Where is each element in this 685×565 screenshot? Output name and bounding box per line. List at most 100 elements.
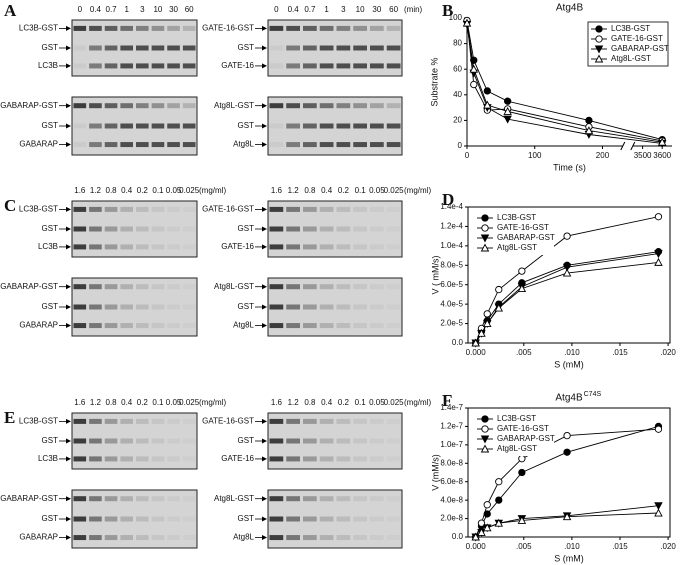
arrow-head xyxy=(66,103,71,109)
panel-letter: D xyxy=(442,190,454,209)
lane-label: 3 xyxy=(140,5,145,14)
band-label: GABARAP-GST xyxy=(0,282,58,291)
x-tick-label: .015 xyxy=(612,348,628,357)
gel-band xyxy=(183,305,196,310)
data-point xyxy=(471,532,480,541)
data-point xyxy=(482,523,492,532)
gel-band xyxy=(286,226,300,232)
data-point xyxy=(470,80,478,89)
gel-band xyxy=(120,516,133,522)
gel-band xyxy=(387,207,401,212)
panel-letter: F xyxy=(442,391,452,410)
gel-band xyxy=(151,456,165,462)
gel-band xyxy=(353,304,367,310)
x-tick-label: .020 xyxy=(660,348,676,357)
data-point xyxy=(654,213,663,221)
series-line xyxy=(475,505,659,538)
data-point xyxy=(563,232,571,240)
lane-unit: (mg/ml) xyxy=(199,186,226,195)
gel-band xyxy=(104,323,118,329)
gel-band xyxy=(336,284,351,290)
gel-band xyxy=(151,45,165,51)
data-point xyxy=(517,515,527,524)
gel-band xyxy=(303,438,317,444)
gel-band xyxy=(89,226,102,232)
gel-band xyxy=(151,418,165,424)
gel-band xyxy=(336,226,351,232)
gel-band xyxy=(370,438,384,444)
gel-band xyxy=(269,496,284,502)
gel-band xyxy=(370,323,384,329)
gel-band xyxy=(353,418,367,424)
x-tick-label: .010 xyxy=(564,348,580,357)
gel-band xyxy=(136,45,149,51)
arrow-head xyxy=(66,535,71,541)
gel-band xyxy=(136,226,149,232)
gel-band xyxy=(183,456,196,461)
gel-band xyxy=(386,25,401,31)
gel-band xyxy=(353,323,367,329)
gel-band xyxy=(286,45,300,51)
gel-band xyxy=(269,535,284,541)
gel-band xyxy=(286,103,300,109)
data-point xyxy=(503,115,512,124)
gel-band xyxy=(370,45,384,51)
gel-band xyxy=(136,142,149,148)
band-label: Atg8L-GST xyxy=(214,282,254,291)
gel-band xyxy=(183,207,196,212)
x-tick-label: 0.000 xyxy=(466,542,487,551)
gel-band xyxy=(353,284,367,290)
gel-band xyxy=(182,63,196,69)
data-point xyxy=(469,64,479,73)
gel-band xyxy=(286,123,300,129)
gel-band xyxy=(104,123,118,129)
gel-band xyxy=(336,304,351,310)
gel-band xyxy=(120,323,133,329)
gel-band xyxy=(353,244,367,250)
lane-label: 0.05 xyxy=(166,186,182,195)
lane-label: 1.2 xyxy=(288,398,300,407)
gel-band xyxy=(89,418,102,424)
gel-band xyxy=(73,63,87,69)
gel-band xyxy=(73,25,87,31)
gel-band xyxy=(89,284,102,290)
gel-band xyxy=(136,244,149,250)
gel-band xyxy=(89,304,102,310)
gel-band xyxy=(120,244,133,250)
lane-label: 0.025 xyxy=(384,398,405,407)
band-label: GABARAP-GST xyxy=(0,494,58,503)
lane-label: 0.1 xyxy=(152,398,164,407)
band-label: GATE-16 xyxy=(221,61,254,70)
lane-label: 1.6 xyxy=(74,186,86,195)
gel-band xyxy=(319,206,334,212)
band-label: GST xyxy=(42,121,59,130)
arrow-head xyxy=(66,123,71,129)
data-point xyxy=(654,508,663,517)
gel-band xyxy=(386,45,401,51)
y-tick-label: 1.2e-7 xyxy=(440,422,463,431)
gel-band xyxy=(303,456,317,462)
lane-unit: (mg/ml) xyxy=(199,398,226,407)
gel-band xyxy=(269,516,284,522)
band-label: LC3B-GST xyxy=(19,417,58,426)
gel-band xyxy=(370,244,384,250)
lane-unit: (mg/ml) xyxy=(404,398,431,407)
gel-band xyxy=(336,45,351,51)
gel-band xyxy=(269,244,284,250)
gel-band xyxy=(336,535,351,541)
gel-band xyxy=(151,123,165,129)
gel-band xyxy=(104,496,118,502)
gel-band xyxy=(353,142,367,148)
gel-band xyxy=(73,244,87,250)
data-point xyxy=(654,502,663,511)
gel-band xyxy=(319,438,334,444)
gel-band xyxy=(183,244,196,249)
gel-band xyxy=(286,142,300,148)
lane-label: 0.7 xyxy=(106,5,118,14)
lane-label: 30 xyxy=(169,5,178,14)
gel-band xyxy=(73,206,87,212)
band-label: GST xyxy=(238,224,255,233)
lane-label: 0.2 xyxy=(338,398,350,407)
gel-band xyxy=(286,63,300,69)
axis-break xyxy=(620,141,626,151)
